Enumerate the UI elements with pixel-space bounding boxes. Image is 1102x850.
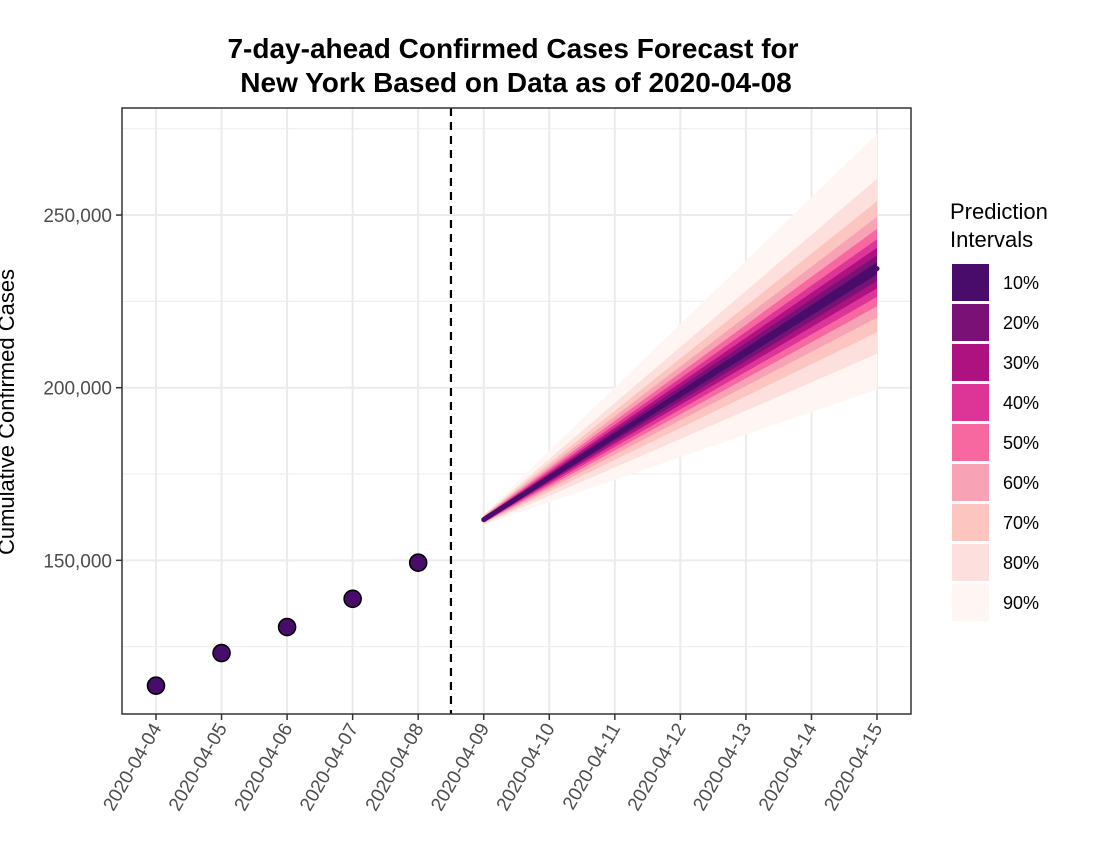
legend-label: 40% xyxy=(1003,393,1039,413)
legend-title-line-1: Prediction xyxy=(950,199,1048,224)
observed-point xyxy=(212,643,231,663)
legend-label: 70% xyxy=(1003,513,1039,533)
y-axis: 150,000 200,000 250,000 xyxy=(43,206,122,572)
legend-swatch-10pct xyxy=(952,264,989,301)
legend-label: 80% xyxy=(1003,553,1039,573)
legend-swatch-60pct xyxy=(952,464,989,501)
y-tick-label: 200,000 xyxy=(43,379,112,400)
legend-label: 20% xyxy=(1003,313,1039,333)
x-tick-label: 2020-04-14 xyxy=(755,720,822,815)
y-tick-label: 150,000 xyxy=(43,551,112,572)
observed-point xyxy=(343,589,362,609)
legend-swatch-90pct xyxy=(952,584,989,621)
x-tick-label: 2020-04-10 xyxy=(493,720,560,815)
x-tick-label: 2020-04-08 xyxy=(362,720,429,815)
prediction-interval-bands xyxy=(483,133,877,525)
legend-swatch-50pct xyxy=(952,424,989,461)
x-tick-label: 2020-04-15 xyxy=(821,720,888,815)
legend-title-line-2: Intervals xyxy=(950,227,1033,252)
x-tick-label: 2020-04-06 xyxy=(231,720,298,815)
y-axis-title: Cumulative Confirmed Cases xyxy=(0,269,19,555)
x-tick-label: 2020-04-13 xyxy=(689,720,756,815)
panel-border-group xyxy=(121,107,912,715)
y-tick-label: 250,000 xyxy=(43,206,112,227)
legend-label: 10% xyxy=(1003,273,1039,293)
x-tick-label: 2020-04-07 xyxy=(296,720,363,815)
interval-band-90pct xyxy=(483,133,877,525)
x-tick-label: 2020-04-11 xyxy=(559,720,625,813)
x-tick-label: 2020-04-12 xyxy=(624,720,691,815)
legend-swatch-20pct xyxy=(952,304,989,341)
observed-point xyxy=(408,553,428,573)
forecast-median-line xyxy=(481,266,880,523)
legend-swatch-30pct xyxy=(952,344,989,381)
chart-title: 7-day-ahead Confirmed Cases Forecast for… xyxy=(227,33,798,98)
legend-swatch-40pct xyxy=(952,384,989,421)
x-tick-label: 2020-04-04 xyxy=(100,720,167,815)
observed-points xyxy=(146,553,428,695)
legend-label: 30% xyxy=(1003,353,1039,373)
legend: Prediction Intervals 10% 20% 30% 40% 50% 60% 7… xyxy=(950,199,1048,621)
legend-swatch-80pct xyxy=(952,544,989,581)
observed-point xyxy=(277,617,297,637)
forecast-median-line-group xyxy=(481,266,880,523)
chart-title-line-2: New York Based on Data as of 2020-04-08 xyxy=(240,67,791,98)
legend-label: 50% xyxy=(1003,433,1039,453)
x-tick-label: 2020-04-05 xyxy=(165,720,232,815)
legend-label: 60% xyxy=(1003,473,1039,493)
legend-swatch-70pct xyxy=(952,504,989,541)
legend-label: 90% xyxy=(1003,593,1039,613)
x-axis: 2020-04-042020-04-052020-04-062020-04-07… xyxy=(100,714,888,815)
chart-title-line-1: 7-day-ahead Confirmed Cases Forecast for xyxy=(227,33,798,64)
observed-point xyxy=(146,676,166,695)
panel-border xyxy=(121,107,912,715)
x-tick-label: 2020-04-09 xyxy=(427,720,494,815)
